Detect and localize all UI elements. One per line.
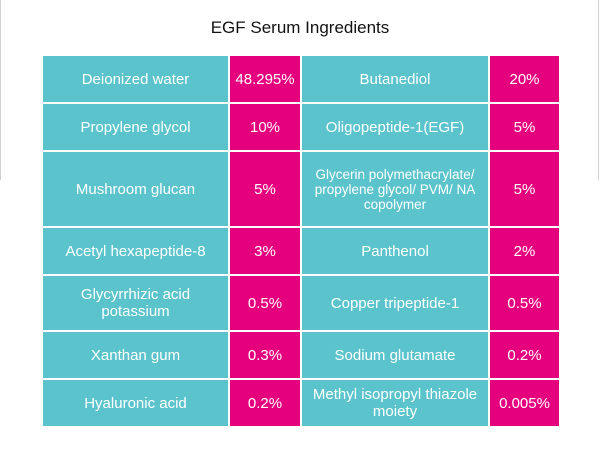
percentage-cell: 0.005% (488, 378, 561, 428)
percentage-cell: 0.2% (488, 330, 561, 380)
percentage-cell: 10% (228, 102, 302, 152)
ingredient-cell: Butanediol (300, 54, 490, 104)
ingredient-cell: Panthenol (300, 226, 490, 276)
table-row: Acetyl hexapeptide-8 3% Panthenol 2% (41, 226, 561, 276)
frame-edge (0, 0, 1, 180)
title: EGF Serum Ingredients (210, 18, 390, 37)
ingredient-cell: Copper tripeptide-1 (300, 274, 490, 332)
table-row: Glycyrrhizic acid potassium 0.5% Copper tr… (41, 274, 561, 332)
ingredient-cell: Glycyrrhizic acid potassium (41, 274, 230, 332)
table-body: Deionized water 48.295% Butanediol 20% Propy… (41, 54, 561, 428)
table-row: Hyaluronic acid 0.2% Methyl isopropyl thia… (41, 378, 561, 428)
ingredient-cell: Acetyl hexapeptide-8 (41, 226, 230, 276)
table-row: Mushroom glucan 5% Glycerin polymethacryla… (41, 150, 561, 228)
percentage-cell: 0.5% (228, 274, 302, 332)
percentage-cell: 5% (488, 150, 561, 228)
percentage-cell: 3% (228, 226, 302, 276)
ingredient-cell: Mushroom glucan (41, 150, 230, 228)
ingredient-cell: Xanthan gum (41, 330, 230, 380)
percentage-cell: 2% (488, 226, 561, 276)
percentage-cell: 0.3% (228, 330, 302, 380)
ingredients-table: Deionized water 48.295% Butanediol 20% Propy… (41, 54, 561, 428)
ingredient-cell: Glycerin polymethacrylate/ propylene gly… (300, 150, 490, 228)
percentage-cell: 5% (228, 150, 302, 228)
table-row: Deionized water 48.295% Butanediol 20% (41, 54, 561, 104)
percentage-cell: 0.5% (488, 274, 561, 332)
ingredient-cell: Propylene glycol (41, 102, 230, 152)
ingredient-cell: Sodium glutamate (300, 330, 490, 380)
table-row: Xanthan gum 0.3% Sodium glutamate 0.2% (41, 330, 561, 380)
percentage-cell: 5% (488, 102, 561, 152)
ingredient-cell: Deionized water (41, 54, 230, 104)
table-row: Propylene glycol 10% Oligopeptide-1(EGF) 5% (41, 102, 561, 152)
ingredient-cell: Hyaluronic acid (41, 378, 230, 428)
ingredient-cell: Methyl isopropyl thiazole moiety (300, 378, 490, 428)
ingredient-cell: Oligopeptide-1(EGF) (300, 102, 490, 152)
percentage-cell: 48.295% (228, 54, 302, 104)
percentage-cell: 0.2% (228, 378, 302, 428)
frame-edge (598, 0, 599, 180)
percentage-cell: 20% (488, 54, 561, 104)
